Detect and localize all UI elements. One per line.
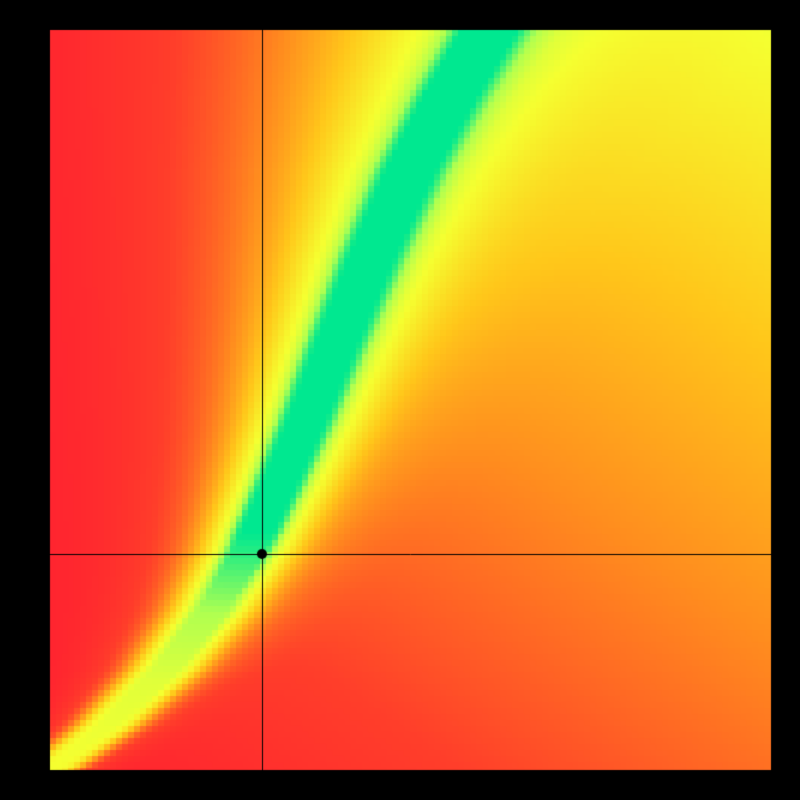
bottleneck-heatmap (0, 0, 800, 800)
